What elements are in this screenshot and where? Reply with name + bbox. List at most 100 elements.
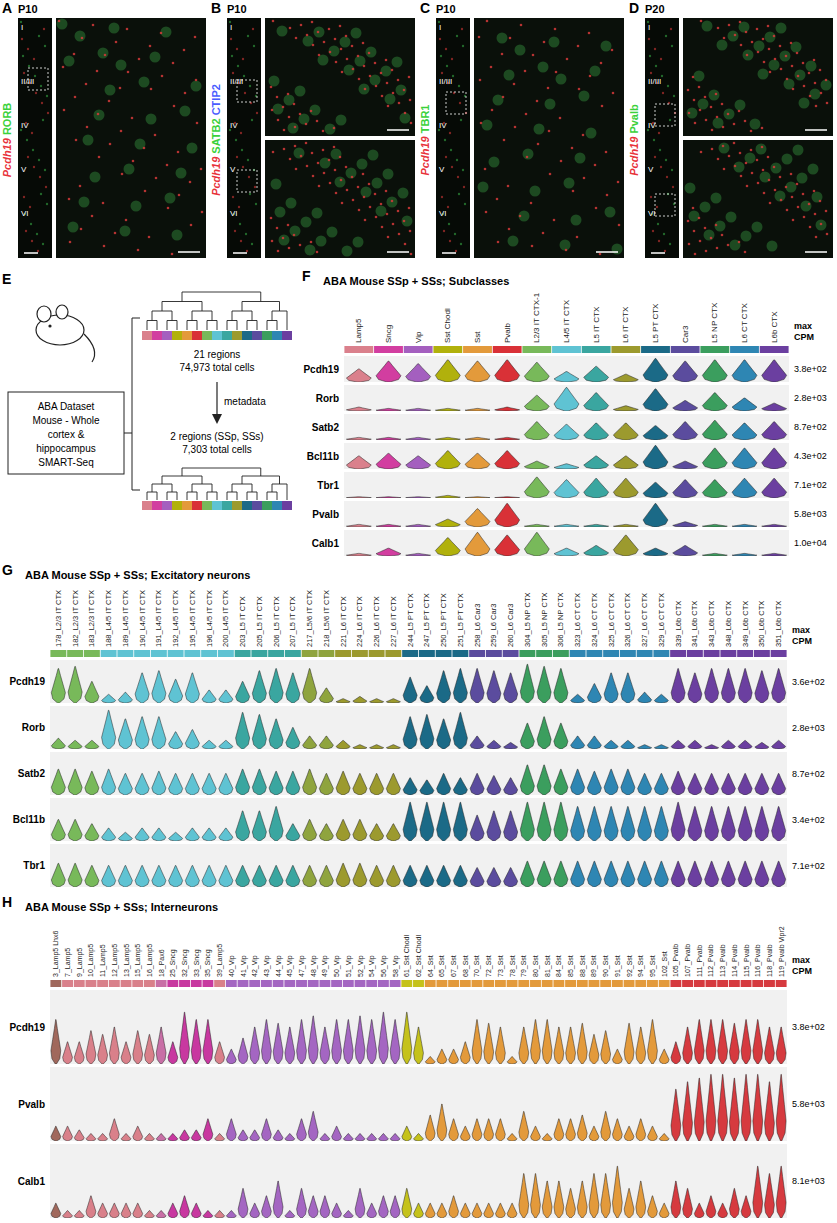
- svg-text:V: V: [21, 165, 27, 174]
- svg-text:L5 NP CTX: L5 NP CTX: [710, 302, 719, 343]
- svg-text:341_L6b CTX: 341_L6b CTX: [690, 601, 699, 647]
- svg-text:CPM: CPM: [792, 636, 812, 646]
- svg-text:ABA Mouse SSp + SSs; Interneur: ABA Mouse SSp + SSs; Interneurons: [25, 901, 218, 913]
- svg-text:12_Lamp5: 12_Lamp5: [111, 944, 119, 977]
- svg-text:247_L5 PT CTX: 247_L5 PT CTX: [422, 593, 431, 647]
- svg-text:51_Vip: 51_Vip: [345, 955, 353, 977]
- svg-text:188_L4/5 IT CTX: 188_L4/5 IT CTX: [104, 590, 113, 647]
- svg-text:227_L6 IT CTX: 227_L6 IT CTX: [389, 596, 398, 647]
- svg-text:11_Lamp5: 11_Lamp5: [99, 944, 107, 977]
- svg-text:Rorb: Rorb: [316, 393, 339, 404]
- svg-text:74,973 total cells: 74,973 total cells: [179, 362, 254, 373]
- svg-text:Pcdh19 Pvalb: Pcdh19 Pvalb: [628, 104, 640, 176]
- svg-text:Car3: Car3: [681, 325, 690, 343]
- svg-text:Pvalb: Pvalb: [312, 509, 339, 520]
- svg-text:348_L6b CTX: 348_L6b CTX: [724, 601, 733, 647]
- svg-text:P10: P10: [227, 3, 247, 15]
- svg-text:C: C: [420, 0, 430, 16]
- svg-text:42_Vip: 42_Vip: [251, 955, 259, 977]
- svg-text:A: A: [2, 0, 12, 16]
- svg-text:324_L6 CT CTX: 324_L6 CT CTX: [590, 593, 599, 647]
- svg-text:221_L6 IT CTX: 221_L6 IT CTX: [339, 596, 348, 647]
- svg-text:54_Vip: 54_Vip: [368, 955, 376, 977]
- svg-text:90_Sst: 90_Sst: [602, 955, 610, 977]
- svg-text:182_L2/3 IT CTX: 182_L2/3 IT CTX: [71, 590, 80, 647]
- svg-text:250_L5 PT CTX: 250_L5 PT CTX: [439, 593, 448, 647]
- svg-text:118_Pvalb: 118_Pvalb: [766, 944, 774, 977]
- svg-text:260_L6 Car3: 260_L6 Car3: [506, 604, 515, 647]
- svg-text:323_L6 CT CTX: 323_L6 CT CTX: [573, 593, 582, 647]
- svg-text:80_Sst: 80_Sst: [532, 955, 540, 977]
- svg-text:II/III: II/III: [230, 77, 243, 86]
- svg-text:325_L6 CT CTX: 325_L6 CT CTX: [607, 593, 616, 647]
- svg-text:200_L4/5 IT CTX: 200_L4/5 IT CTX: [221, 590, 230, 647]
- svg-text:Mouse - Whole: Mouse - Whole: [32, 415, 100, 426]
- svg-text:224_L6 IT CTX: 224_L6 IT CTX: [355, 596, 364, 647]
- svg-text:Satb2: Satb2: [312, 422, 340, 433]
- svg-text:L4/5 IT CTX: L4/5 IT CTX: [562, 299, 571, 343]
- svg-text:73_Sst: 73_Sst: [497, 955, 505, 977]
- svg-text:8.7e+02: 8.7e+02: [792, 769, 825, 779]
- svg-text:3.4e+02: 3.4e+02: [792, 815, 825, 825]
- svg-text:48_Vip: 48_Vip: [310, 955, 318, 977]
- svg-text:351_L6b CTX: 351_L6b CTX: [774, 601, 783, 647]
- svg-text:V: V: [230, 165, 236, 174]
- svg-text:47_Vip: 47_Vip: [298, 955, 306, 977]
- svg-text:II/III: II/III: [439, 77, 452, 86]
- svg-text:50_Vip: 50_Vip: [333, 955, 341, 977]
- svg-text:258_L6 Car3: 258_L6 Car3: [473, 604, 482, 647]
- svg-text:L5 PT CTX: L5 PT CTX: [651, 303, 660, 343]
- svg-text:IV: IV: [230, 121, 238, 130]
- svg-text:21 regions: 21 regions: [194, 349, 241, 360]
- svg-text:Satb2: Satb2: [18, 768, 46, 779]
- svg-text:Tbr1: Tbr1: [317, 480, 339, 491]
- svg-text:4.3e+02: 4.3e+02: [794, 451, 827, 461]
- svg-text:244_L5 PT CTX: 244_L5 PT CTX: [406, 593, 415, 647]
- svg-text:Pvalb: Pvalb: [503, 322, 512, 343]
- svg-text:226_L6 IT CTX: 226_L6 IT CTX: [372, 596, 381, 647]
- svg-text:259_L6 Car3: 259_L6 Car3: [489, 604, 498, 647]
- svg-text:218_L5/6 IT CTX: 218_L5/6 IT CTX: [322, 590, 331, 647]
- svg-text:B: B: [211, 0, 221, 16]
- svg-text:183_L2/3 IT CTX: 183_L2/3 IT CTX: [87, 590, 96, 647]
- svg-text:189_L4/5 IT CTX: 189_L4/5 IT CTX: [121, 590, 130, 647]
- svg-text:56_Vip: 56_Vip: [380, 955, 388, 977]
- svg-text:67_Sst: 67_Sst: [450, 955, 458, 977]
- svg-text:178_L2/3 IT CTX: 178_L2/3 IT CTX: [54, 590, 63, 647]
- svg-text:max: max: [792, 625, 810, 635]
- svg-text:95_Sst: 95_Sst: [649, 955, 657, 977]
- svg-text:max: max: [792, 955, 810, 965]
- svg-text:I: I: [21, 23, 23, 32]
- svg-text:102_Sst: 102_Sst: [661, 951, 669, 977]
- svg-text:Sst: Sst: [473, 331, 482, 343]
- svg-text:II/III: II/III: [648, 77, 661, 86]
- svg-text:L2/3 IT CTX-1: L2/3 IT CTX-1: [532, 292, 541, 343]
- svg-text:IV: IV: [21, 121, 29, 130]
- svg-text:Sncg: Sncg: [384, 325, 393, 343]
- svg-text:64_Sst: 64_Sst: [427, 955, 435, 977]
- svg-text:114_Pvalb: 114_Pvalb: [731, 944, 739, 977]
- svg-text:112_Pvalb: 112_Pvalb: [707, 944, 715, 977]
- svg-text:5.8e+03: 5.8e+03: [794, 509, 827, 519]
- svg-text:89_Sst: 89_Sst: [590, 955, 598, 977]
- svg-text:I: I: [439, 23, 441, 32]
- svg-text:196_L4/5 IT CTX: 196_L4/5 IT CTX: [205, 590, 214, 647]
- svg-text:ABA Mouse SSp + SSs; Excitator: ABA Mouse SSp + SSs; Excitatory neurons: [25, 569, 250, 581]
- svg-text:Pcdh19: Pcdh19: [9, 676, 45, 687]
- svg-text:251_L5 PT CTX: 251_L5 PT CTX: [456, 593, 465, 647]
- svg-text:2.8e+03: 2.8e+03: [792, 723, 825, 733]
- svg-text:3.8e+02: 3.8e+02: [792, 1022, 825, 1032]
- svg-text:92_Sst: 92_Sst: [626, 955, 634, 977]
- svg-text:39_Lamp5: 39_Lamp5: [216, 944, 224, 977]
- svg-text:V: V: [439, 165, 445, 174]
- svg-text:191_L4/5 IT CTX: 191_L4/5 IT CTX: [154, 590, 163, 647]
- svg-text:35_Sncg: 35_Sncg: [204, 949, 212, 977]
- svg-text:9_Lamp5: 9_Lamp5: [76, 948, 84, 977]
- svg-text:343_L6b CTX: 343_L6b CTX: [707, 601, 716, 647]
- svg-text:2 regions (SSp, SSs): 2 regions (SSp, SSs): [170, 431, 263, 442]
- svg-text:327_L6 CT CTX: 327_L6 CT CTX: [640, 593, 649, 647]
- svg-text:cortex &: cortex &: [48, 429, 85, 440]
- svg-text:61_Sst Chodl: 61_Sst Chodl: [403, 935, 411, 977]
- svg-text:85_Sst: 85_Sst: [567, 955, 575, 977]
- svg-text:hippocampus: hippocampus: [36, 443, 95, 454]
